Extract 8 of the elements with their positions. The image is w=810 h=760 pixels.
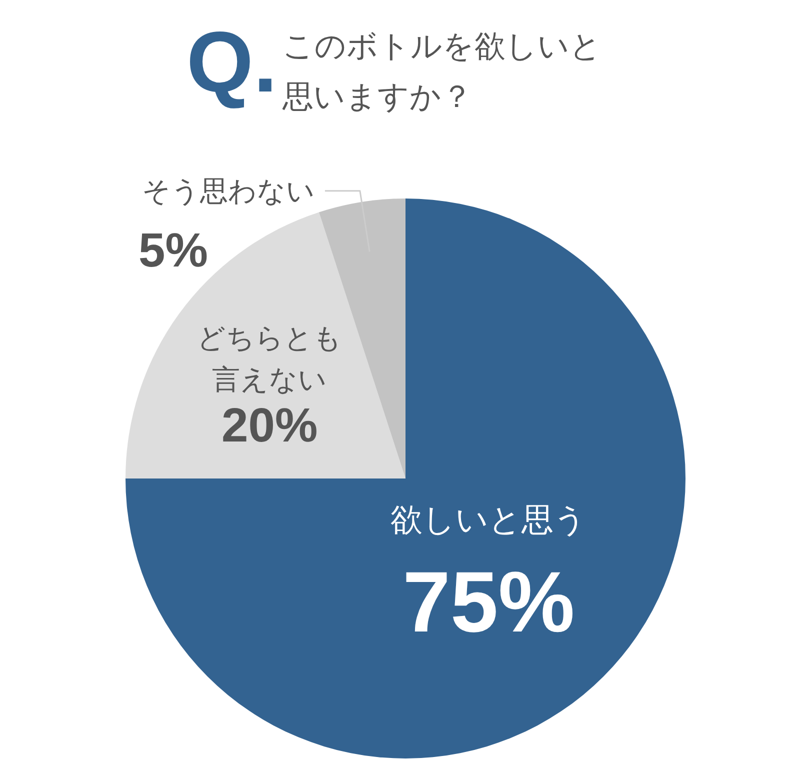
- data-label: 20%: [222, 400, 318, 453]
- text: Q.: [186, 14, 278, 110]
- data-label: 75%: [402, 554, 575, 650]
- chart-title: このボトルを欲しいと思いますか？: [282, 28, 602, 115]
- slice-label: どちらとも言えない: [197, 322, 342, 396]
- slice-label: そう思わない: [142, 174, 315, 208]
- slice-label: 欲しいと思う: [390, 500, 587, 538]
- data-label: 5%: [138, 224, 208, 278]
